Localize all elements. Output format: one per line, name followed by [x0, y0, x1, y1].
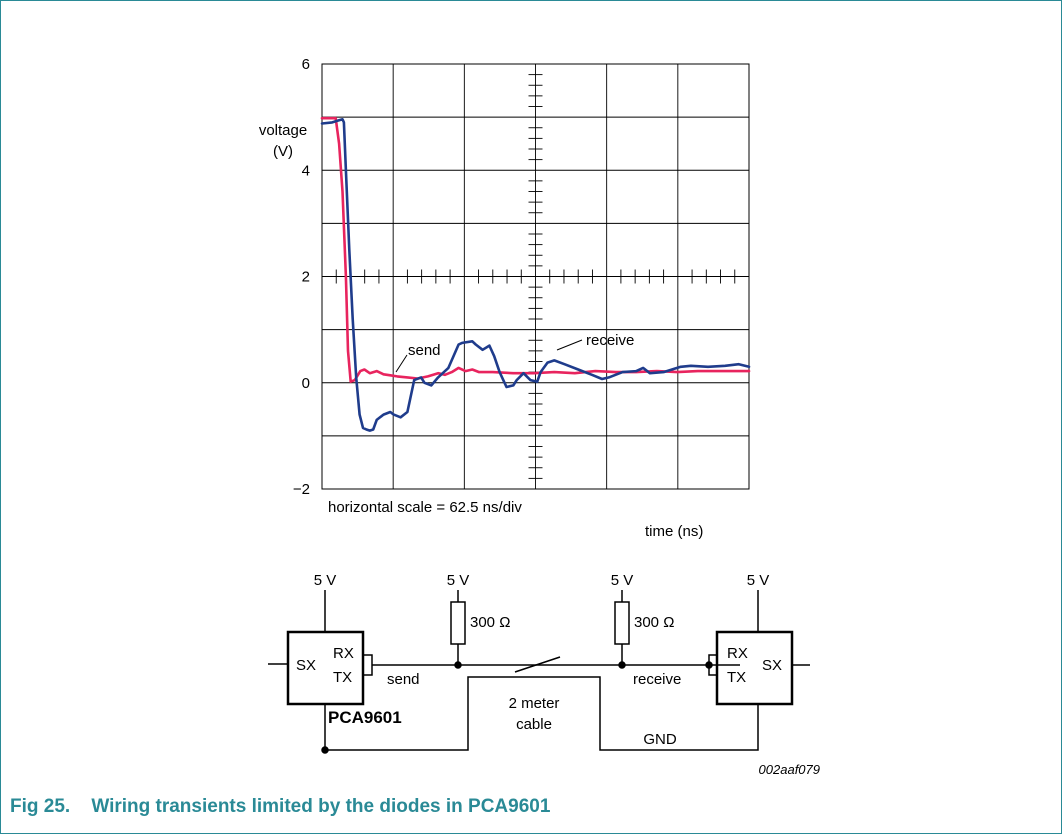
resistor2-label: 300 Ω: [634, 614, 674, 631]
send-wire-label: send: [387, 671, 420, 688]
cable-label-line1: 2 meter: [509, 695, 560, 712]
figure-number: Fig 25.: [10, 796, 71, 817]
chart-grid: [321, 63, 750, 490]
pullup1-vcc-label: 5 V: [447, 572, 470, 589]
cable-mark: [514, 656, 561, 673]
receive-callout-label: receive: [586, 332, 634, 349]
y-tick-label: 4: [302, 162, 310, 179]
cable-label-line2: cable: [516, 716, 552, 733]
series-line-receive: [320, 118, 751, 432]
ground-return: [325, 676, 759, 751]
y-tick-labels: 6 4 2 0 −2: [293, 56, 310, 498]
right-sx-label: SX: [762, 657, 782, 674]
left-rx-label: RX: [333, 645, 354, 662]
pullup1-node: [454, 661, 462, 669]
left-tx-label: TX: [333, 669, 352, 686]
receive-wire-label: receive: [633, 671, 681, 688]
left-vcc-label: 5 V: [314, 572, 337, 589]
send-callout-label: send: [408, 342, 441, 359]
left-sx-label: SX: [296, 657, 316, 674]
pullup2-resistor: [614, 601, 630, 645]
right-input-node: [705, 661, 713, 669]
y-tick-label: 2: [302, 269, 310, 286]
right-tx-label: TX: [727, 669, 746, 686]
figure-title: Wiring transients limited by the diodes …: [91, 796, 551, 817]
receive-callout-line: [556, 339, 583, 351]
chip-name-label: PCA9601: [328, 708, 402, 727]
right-rx-label: RX: [727, 645, 748, 662]
pullup2-vcc-label: 5 V: [611, 572, 634, 589]
figure-caption: Fig 25. Wiring transients limited by the…: [10, 796, 550, 818]
horizontal-scale-note: horizontal scale = 62.5 ns/div: [328, 499, 522, 516]
right-device-block: [715, 630, 794, 706]
y-tick-label: −2: [293, 481, 310, 498]
pullup1-resistor: [450, 601, 466, 645]
chart-minor-ticks: [335, 74, 736, 479]
oscilloscope-chart: 6 4 2 0 −2 voltage (V) horizontal scale = 62…: [259, 56, 751, 540]
y-tick-label: 0: [302, 375, 310, 392]
y-axis-label-line2: (V): [273, 143, 293, 160]
send-callout-line: [395, 354, 408, 373]
x-axis-label: time (ns): [645, 523, 703, 540]
chart-series: [320, 116, 751, 432]
y-axis-label-line1: voltage: [259, 122, 307, 139]
schematic-labels: 5 V 5 V 5 V 5 V 300 Ω 300 Ω SX RX TX RX …: [296, 572, 820, 777]
left-rx-tx-bridge: [363, 654, 373, 676]
left-gnd-node: [321, 746, 329, 754]
resistor1-label: 300 Ω: [470, 614, 510, 631]
gnd-label: GND: [643, 731, 677, 748]
right-vcc-label: 5 V: [747, 572, 770, 589]
wiring-schematic: [268, 590, 810, 754]
figure-id-label: 002aaf079: [759, 762, 820, 777]
y-tick-label: 6: [302, 56, 310, 73]
pullup2-node: [618, 661, 626, 669]
